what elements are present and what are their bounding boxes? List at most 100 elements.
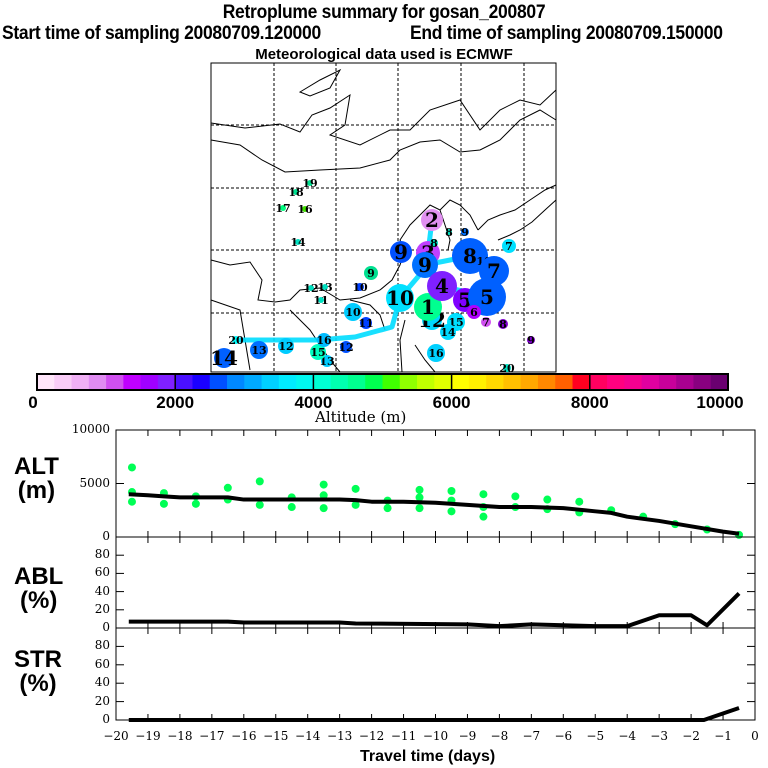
marker-day-label: 13 bbox=[319, 355, 334, 368]
chart-title: Retroplume summary for gosan_200807 bbox=[222, 2, 546, 23]
marker-day-label: 14 bbox=[440, 326, 456, 339]
colorbar-swatch bbox=[434, 374, 453, 390]
coastline bbox=[210, 89, 557, 146]
panel-frame-str bbox=[115, 627, 756, 721]
trajectory-marker bbox=[452, 238, 488, 274]
trajectory-marker bbox=[390, 241, 412, 263]
y-tick-label: 10000 bbox=[71, 422, 110, 436]
colorbar-swatch bbox=[676, 374, 694, 390]
altitude-particle-point bbox=[447, 486, 456, 495]
trajectory-marker bbox=[467, 305, 481, 319]
marker-day-label: 12 bbox=[338, 341, 353, 354]
abl-label-line2: (%) bbox=[20, 587, 58, 614]
y-tick-label: 0 bbox=[102, 529, 110, 543]
colorbar-swatch bbox=[417, 374, 435, 390]
x-tick-label: −7 bbox=[522, 729, 541, 743]
colorbar-swatch bbox=[227, 374, 245, 390]
marker-day-label: 9 bbox=[461, 226, 469, 239]
marker-day-label: 5 bbox=[480, 285, 494, 309]
colorbar-swatch bbox=[503, 374, 522, 390]
y-tick-label: 60 bbox=[94, 565, 110, 580]
colorbar-swatch bbox=[468, 374, 487, 390]
altitude-particle-point bbox=[447, 507, 456, 516]
colorbar-swatch bbox=[555, 374, 574, 390]
abl-panel-label: ABL (%) bbox=[14, 565, 63, 613]
x-tick-label: −12 bbox=[358, 729, 385, 743]
marker-day-label: 20 bbox=[499, 362, 515, 375]
colorbar-swatch bbox=[244, 374, 263, 390]
y-tick-label: 0 bbox=[102, 620, 110, 634]
trajectory-marker bbox=[318, 297, 324, 303]
marker-day-label: 1 bbox=[421, 295, 435, 319]
trajectory-marker bbox=[310, 344, 326, 360]
colorbar-swatch bbox=[693, 374, 712, 390]
x-tick-label: −15 bbox=[263, 729, 289, 743]
colorbar-tick-label: 8000 bbox=[570, 393, 609, 412]
colorbar-swatch bbox=[106, 374, 124, 390]
altitude-particle-point bbox=[191, 499, 200, 508]
altitude-particle-point bbox=[543, 495, 552, 504]
coastline bbox=[349, 299, 386, 331]
x-tick-label: −20 bbox=[103, 729, 129, 743]
trajectory-marker bbox=[344, 303, 362, 321]
y-tick-label: 20 bbox=[94, 693, 110, 708]
colorbar-frame bbox=[36, 373, 729, 391]
trajectory-marker bbox=[481, 317, 491, 327]
coastline bbox=[497, 199, 557, 241]
altitude-particle-point bbox=[479, 490, 488, 499]
colorbar-swatch bbox=[296, 374, 314, 390]
met-data-line: Meteorological data used is ECMWF bbox=[255, 46, 513, 63]
x-tick-label: −10 bbox=[422, 729, 449, 743]
colorbar-swatch bbox=[140, 374, 159, 390]
marker-day-label: 20 bbox=[228, 334, 244, 347]
coastline bbox=[414, 344, 436, 373]
altitude-particle-point bbox=[479, 512, 488, 521]
marker-day-label: 16 bbox=[428, 347, 444, 360]
colorbar-swatch bbox=[192, 374, 211, 390]
x-axis-label: Travel time (days) bbox=[360, 748, 496, 765]
colorbar-swatch bbox=[451, 374, 470, 390]
trajectory-marker bbox=[302, 206, 308, 212]
marker-day-label: 12 bbox=[278, 340, 293, 353]
trajectory-marker bbox=[427, 271, 457, 301]
x-tick-label: −19 bbox=[135, 729, 161, 743]
altitude-particle-point bbox=[127, 463, 136, 472]
map-frame bbox=[210, 62, 557, 373]
trajectory-marker bbox=[307, 180, 313, 186]
marker-day-label: 8 bbox=[463, 244, 477, 268]
colorbar-swatch bbox=[71, 374, 90, 390]
y-tick-label: 80 bbox=[94, 638, 110, 653]
y-tick-label: 40 bbox=[94, 675, 110, 690]
marker-day-label: 8 bbox=[430, 237, 438, 250]
x-tick-label: −6 bbox=[554, 729, 573, 743]
marker-day-label: 10 bbox=[345, 306, 361, 319]
altitude-particle-point bbox=[319, 491, 328, 500]
marker-day-label: 9 bbox=[367, 267, 375, 280]
trajectory-marker bbox=[356, 283, 364, 291]
marker-day-label: 2 bbox=[425, 208, 439, 232]
altitude-particle-point bbox=[415, 493, 424, 502]
x-tick-label: −14 bbox=[295, 729, 321, 743]
marker-day-label: 17 bbox=[275, 202, 290, 215]
y-tick-label: 80 bbox=[94, 547, 110, 562]
colorbar-swatch bbox=[209, 374, 228, 390]
trajectory-marker bbox=[295, 239, 301, 245]
marker-day-label: 10 bbox=[352, 281, 368, 294]
x-tick-label: 0 bbox=[751, 729, 759, 743]
colorbar-swatch bbox=[88, 374, 107, 390]
y-tick-label: 0 bbox=[102, 712, 110, 726]
coastline bbox=[399, 319, 406, 373]
trajectory-marker bbox=[232, 336, 240, 344]
y-tick-label: 20 bbox=[94, 601, 110, 616]
colorbar-swatch bbox=[710, 374, 729, 390]
trajectory-marker bbox=[280, 205, 286, 211]
sampling-end-time: End time of sampling 20080709.150000 bbox=[410, 23, 723, 44]
marker-day-label: 15 bbox=[310, 346, 325, 359]
x-tick-label: −2 bbox=[682, 729, 700, 743]
colorbar-swatch bbox=[123, 374, 142, 390]
x-tick-label: −5 bbox=[586, 729, 605, 743]
trajectory-marker bbox=[364, 266, 378, 280]
series-line-alt bbox=[128, 492, 740, 536]
colorbar-swatch bbox=[382, 374, 401, 390]
colorbar-swatch bbox=[37, 374, 55, 390]
